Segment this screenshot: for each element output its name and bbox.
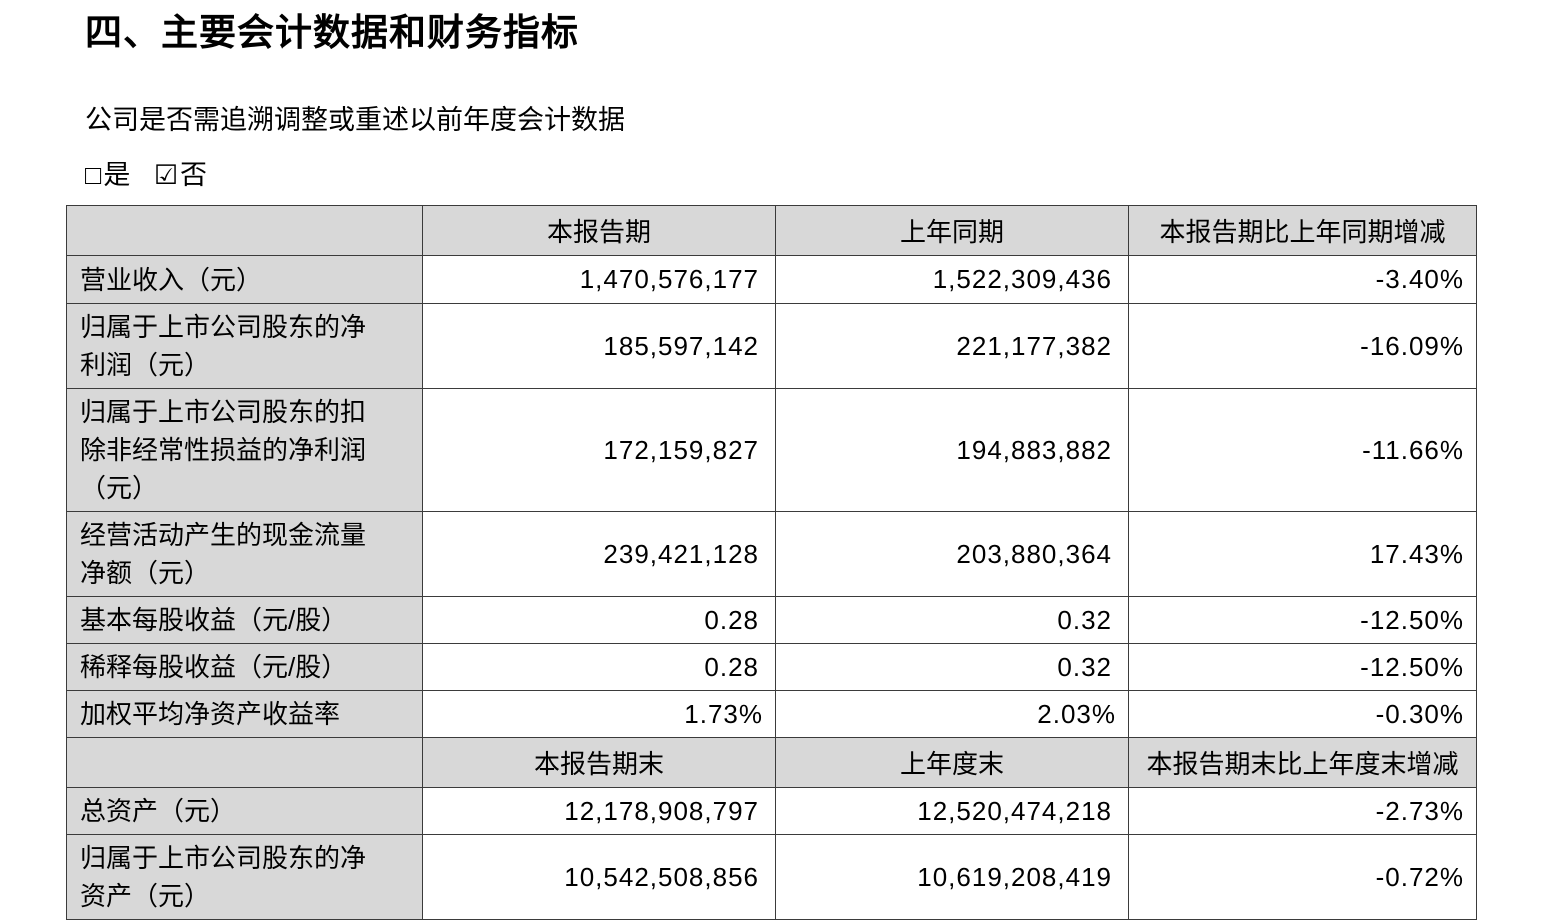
option-yes: □是 [85,160,130,190]
current-value-cell: 1.73% [422,690,776,739]
col-header-current-period: 本报告期 [422,205,776,257]
row-net-assets-attributable: 归属于上市公司股东的净资产（元） 10,542,508,856 10,619,2… [66,834,1477,921]
prior-value-cell: 10,619,208,419 [775,834,1129,921]
prior-value-cell: 12,520,474,218 [775,787,1129,836]
current-value-cell: 12,178,908,797 [422,787,776,836]
row-total-assets: 总资产（元） 12,178,908,797 12,520,474,218 -2.… [66,787,1477,836]
prior-value-cell: 0.32 [775,596,1129,645]
row-weighted-avg-roe: 加权平均净资产收益率 1.73% 2.03% -0.30% [66,690,1477,739]
row-label-cell: 基本每股收益（元/股） [66,596,423,645]
col-header-current-period-end: 本报告期末 [422,737,776,789]
checkbox-checked-icon: ☑ [153,159,179,190]
row-operating-cash-flow: 经营活动产生的现金流量净额（元） 239,421,128 203,880,364… [66,511,1477,598]
yearend-header-row: 本报告期末 上年度末 本报告期末比上年度末增减 [66,737,1477,789]
period-header-row: 本报告期 上年同期 本报告期比上年同期增减 [66,205,1477,257]
row-label-cell: 归属于上市公司股东的净利润（元） [66,303,423,390]
option-no: ☑否 [154,160,207,190]
restatement-question: 公司是否需追溯调整或重述以前年度会计数据 [85,104,625,135]
row-label-cell: 归属于上市公司股东的净资产（元） [66,834,423,921]
col-header-prior-period: 上年同期 [775,205,1129,257]
current-value-cell: 0.28 [422,643,776,692]
row-label-cell: 经营活动产生的现金流量净额（元） [66,511,423,598]
row-basic-eps: 基本每股收益（元/股） 0.28 0.32 -12.50% [66,596,1477,645]
option-no-label: 否 [180,159,208,190]
row-operating-revenue: 营业收入（元） 1,470,576,177 1,522,309,436 -3.4… [66,255,1477,305]
section-title: 四、主要会计数据和财务指标 [85,12,579,53]
corner-cell [66,737,423,789]
col-header-period-change: 本报告期比上年同期增减 [1128,205,1477,257]
change-value-cell: -16.09% [1128,303,1477,390]
current-value-cell: 0.28 [422,596,776,645]
change-value-cell: -0.72% [1128,834,1477,921]
row-net-profit-excl-nonrecurring: 归属于上市公司股东的扣除非经常性损益的净利润（元） 172,159,827 19… [66,388,1477,513]
row-diluted-eps: 稀释每股收益（元/股） 0.28 0.32 -12.50% [66,643,1477,692]
key-financial-indicators-table: 本报告期 上年同期 本报告期比上年同期增减 营业收入（元） 1,470,576,… [66,205,1477,921]
current-value-cell: 185,597,142 [422,303,776,390]
change-value-cell: -12.50% [1128,596,1477,645]
prior-value-cell: 1,522,309,436 [775,255,1129,305]
prior-value-cell: 0.32 [775,643,1129,692]
option-yes-label: 是 [103,159,131,190]
prior-value-cell: 194,883,882 [775,388,1129,513]
current-value-cell: 239,421,128 [422,511,776,598]
checkbox-unchecked-icon: □ [85,159,102,190]
row-label-cell: 归属于上市公司股东的扣除非经常性损益的净利润（元） [66,388,423,513]
prior-value-cell: 221,177,382 [775,303,1129,390]
change-value-cell: 17.43% [1128,511,1477,598]
prior-value-cell: 203,880,364 [775,511,1129,598]
prior-value-cell: 2.03% [775,690,1129,739]
row-label-cell: 营业收入（元） [66,255,423,305]
change-value-cell: -3.40% [1128,255,1477,305]
row-label-cell: 总资产（元） [66,787,423,836]
change-value-cell: -0.30% [1128,690,1477,739]
change-value-cell: -2.73% [1128,787,1477,836]
col-header-yearend-change: 本报告期末比上年度末增减 [1128,737,1477,789]
row-net-profit-attributable: 归属于上市公司股东的净利润（元） 185,597,142 221,177,382… [66,303,1477,390]
row-label-cell: 稀释每股收益（元/股） [66,643,423,692]
change-value-cell: -12.50% [1128,643,1477,692]
current-value-cell: 10,542,508,856 [422,834,776,921]
current-value-cell: 172,159,827 [422,388,776,513]
corner-cell [66,205,423,257]
row-label-cell: 加权平均净资产收益率 [66,690,423,739]
col-header-prior-year-end: 上年度末 [775,737,1129,789]
current-value-cell: 1,470,576,177 [422,255,776,305]
change-value-cell: -11.66% [1128,388,1477,513]
restatement-options: □是 ☑否 [85,160,1551,191]
